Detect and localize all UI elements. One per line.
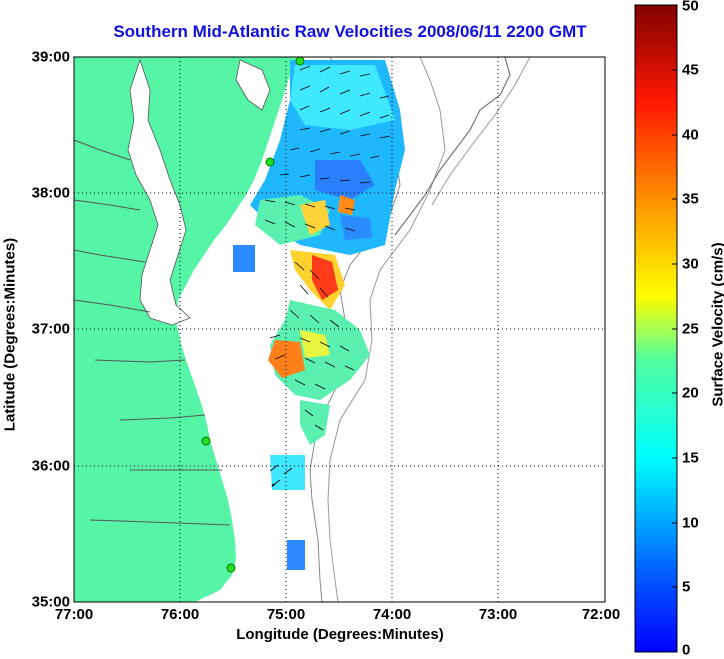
colorbar-tick-label: 45: [682, 61, 699, 79]
x-tick-label: 72:00: [581, 606, 621, 623]
plot-frame: [73, 56, 606, 603]
colorbar-tick-label: 25: [682, 320, 699, 338]
station-marker: [226, 563, 236, 573]
grid: [74, 57, 605, 602]
y-tick-label: 39:00: [31, 48, 70, 66]
colorbar-tick-label: 10: [682, 514, 699, 532]
station-marker: [295, 56, 305, 66]
x-tick-label: 74:00: [372, 606, 412, 623]
y-axis-label: Latitude (Degrees:Minutes): [1, 237, 19, 432]
delaware-bay: [235, 59, 271, 111]
velocity-field: [233, 60, 405, 570]
colorbar-ticks: [672, 69, 677, 588]
x-axis-label: Longitude (Degrees:Minutes): [236, 626, 444, 643]
colorbar-tick-label: 20: [682, 384, 699, 402]
y-tick-label: 35:00: [31, 593, 70, 611]
station-marker: [265, 157, 275, 167]
colorbar-tick-label: 50: [682, 0, 699, 15]
x-tick-label: 75:00: [266, 606, 306, 623]
colorbar-tick-label: 0: [682, 641, 691, 659]
y-tick-label: 36:00: [31, 457, 70, 475]
colorbar-tick-label: 15: [682, 449, 699, 467]
colorbar-tick-label: 35: [682, 190, 699, 208]
bathymetry-contour: [327, 57, 446, 602]
colorbar: [634, 4, 678, 653]
river-inlets: [74, 139, 231, 526]
station-marker: [201, 436, 211, 446]
velocity-vectors: [264, 65, 391, 486]
y-tick-label: 38:00: [31, 184, 70, 202]
x-tick-label: 77:00: [54, 606, 94, 623]
map-title: Southern Mid-Atlantic Raw Velocities 200…: [113, 22, 587, 41]
x-tick-label: 73:00: [478, 606, 518, 623]
land-mass: [74, 57, 297, 602]
colorbar-tick-label: 5: [682, 578, 691, 596]
colorbar-tick-label: 40: [682, 126, 699, 144]
bathymetry-contour: [394, 57, 511, 236]
colorbar-tick-label: 30: [682, 255, 699, 273]
bathymetry-contour: [431, 57, 531, 206]
y-tick-label: 37:00: [31, 320, 70, 338]
colorbar-label: Surface Velocity (cm/s): [709, 242, 724, 407]
x-tick-label: 76:00: [160, 606, 200, 623]
